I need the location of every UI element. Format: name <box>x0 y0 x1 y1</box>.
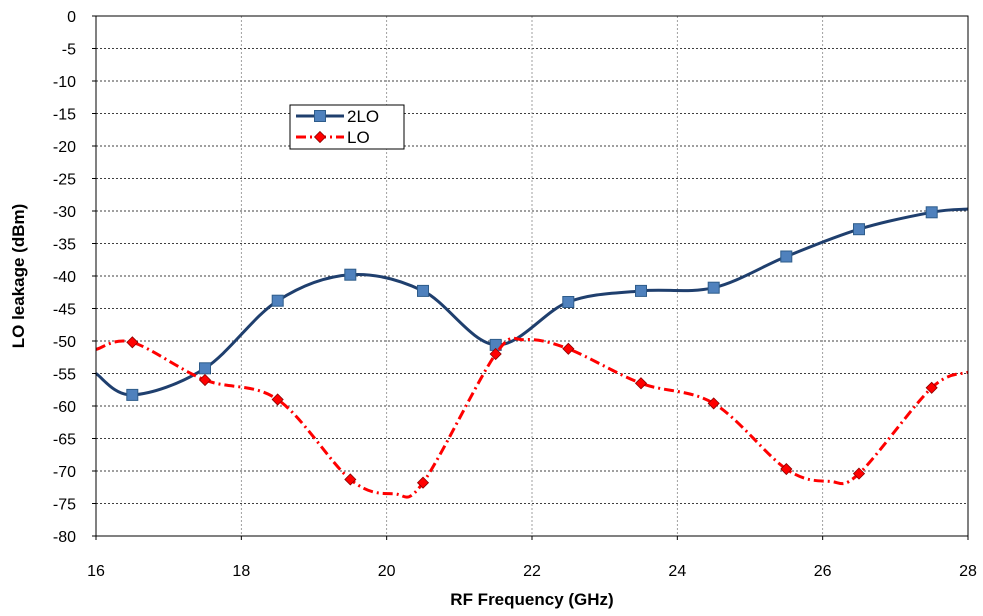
legend-marker-lo <box>313 130 327 144</box>
legend-label-2lo: 2LO <box>347 107 379 126</box>
y-tick-label: -65 <box>53 432 76 449</box>
legend-box <box>289 104 405 150</box>
series-layer <box>95 206 969 499</box>
y-tick-label: -30 <box>53 204 76 221</box>
data-point-lo <box>126 336 139 349</box>
data-point-2lo <box>853 223 865 236</box>
y-axis-ticks: 0 -5 -10 -15 -20 -25 -30 -35 -40 -45 -50 -55 -60 -65 -… <box>53 9 96 546</box>
y-tick-label: -5 <box>62 42 76 59</box>
data-point-lo <box>925 381 938 394</box>
series-2lo <box>95 206 969 401</box>
y-tick-label: -45 <box>53 302 76 319</box>
x-tick-label: 20 <box>378 563 396 580</box>
data-point-lo <box>271 393 284 406</box>
data-point-lo <box>416 476 430 489</box>
data-point-lo <box>707 397 720 410</box>
data-point-2lo <box>126 388 139 401</box>
data-point-2lo <box>199 362 211 375</box>
y-tick-label: -20 <box>53 139 76 156</box>
y-tick-label: -55 <box>53 367 76 384</box>
data-point-2lo <box>635 284 647 297</box>
y-tick-label: -10 <box>53 74 76 91</box>
y-tick-label: -60 <box>53 399 76 416</box>
series-lo <box>95 336 969 499</box>
y-tick-label: -50 <box>53 334 76 351</box>
x-axis-title: RF Frequency (GHz) <box>450 590 613 609</box>
legend: 2LO LO <box>289 104 405 150</box>
y-tick-label: -35 <box>53 237 76 254</box>
y-tick-label: -25 <box>53 172 76 189</box>
y-tick-label: -70 <box>53 464 76 481</box>
data-point-2lo <box>780 250 793 263</box>
data-point-lo <box>852 467 866 480</box>
y-tick-label: -40 <box>53 269 76 286</box>
data-point-2lo <box>271 294 284 307</box>
y-tick-label: -80 <box>53 529 76 546</box>
data-point-2lo <box>925 206 938 219</box>
data-point-lo <box>562 342 575 355</box>
y-tick-label: 0 <box>67 9 76 26</box>
series-line-2lo <box>95 207 969 397</box>
y-tick-label: -75 <box>53 497 76 514</box>
y-axis-title: LO leakage (dBm) <box>9 204 28 349</box>
x-tick-label: 18 <box>232 563 250 580</box>
x-tick-label: 28 <box>959 563 977 580</box>
data-point-2lo <box>707 281 720 294</box>
legend-marker-2lo <box>314 110 326 122</box>
data-point-lo <box>198 373 212 387</box>
data-point-lo <box>344 473 357 486</box>
x-tick-label: 16 <box>87 563 105 580</box>
data-point-lo <box>634 377 648 390</box>
x-tick-label: 26 <box>814 563 832 580</box>
gridlines <box>96 16 968 536</box>
data-point-2lo <box>417 284 429 297</box>
legend-label-lo: LO <box>347 128 370 147</box>
x-axis-ticks: 16 18 20 22 24 26 28 <box>87 536 977 580</box>
data-point-2lo <box>344 268 357 281</box>
series-line-lo <box>95 336 969 499</box>
data-point-lo <box>780 462 793 476</box>
x-tick-label: 24 <box>668 563 686 580</box>
y-tick-label: -15 <box>53 107 76 124</box>
x-tick-label: 22 <box>523 563 541 580</box>
data-point-2lo <box>562 296 575 308</box>
data-point-lo <box>489 347 502 361</box>
